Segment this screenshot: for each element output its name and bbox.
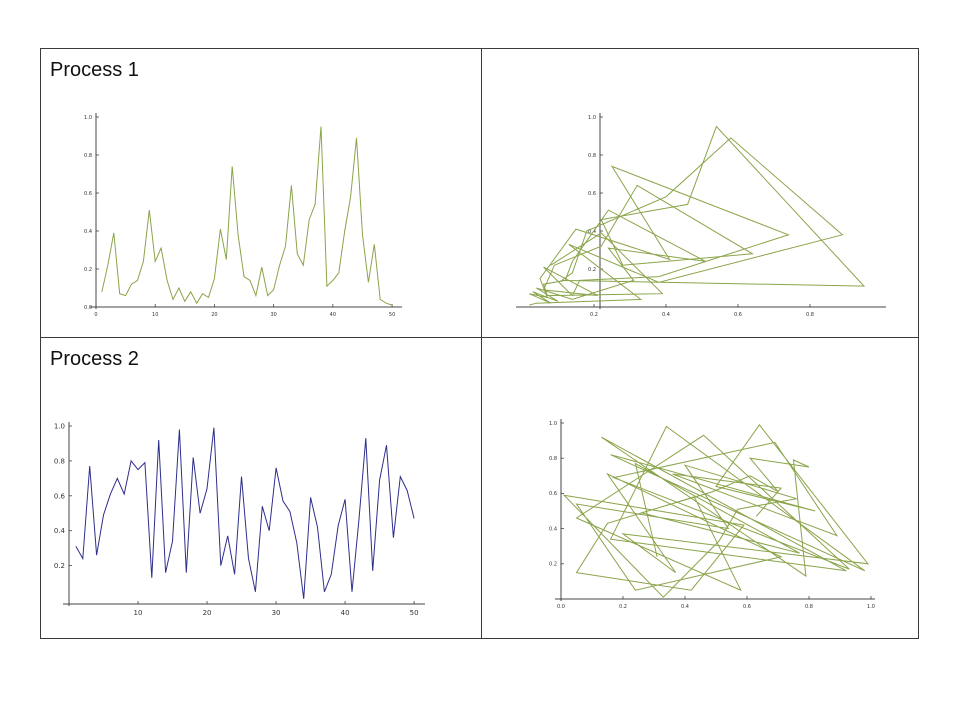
x-tick-label: 40 bbox=[330, 312, 336, 318]
process-2-phase-chart: 0.0 0.2 0.4 0.6 0.8 1.0 0.2 0.4 0.6 0.8 1.0 bbox=[549, 419, 875, 610]
x-tick-label: 0.0 bbox=[557, 604, 565, 610]
x-tick-label: 20 bbox=[203, 609, 212, 617]
y-tick-label: 1.0 bbox=[84, 115, 92, 121]
panel-label: Process 2 bbox=[50, 348, 139, 370]
x-tick-label: 50 bbox=[389, 312, 395, 318]
y-tick-label: 0.4 bbox=[54, 527, 66, 535]
panel-process-1-phase-plot: 0.2 0.4 0.6 0.8 0.2 0.4 0.6 0.8 1.0 bbox=[481, 48, 919, 338]
y-tick-label: 1.0 bbox=[54, 422, 65, 430]
x-tick-label: 10 bbox=[134, 609, 143, 617]
x-tick-label: 0.6 bbox=[734, 312, 742, 318]
figure-grid: Process 1 0 10 20 30 40 50 0.0 0.2 0.4 0.6 0.8 1.0 … bbox=[40, 48, 919, 639]
y-tick-label: 1.0 bbox=[549, 421, 557, 427]
x-tick-label: 20 bbox=[211, 312, 217, 318]
x-tick-label: 1.0 bbox=[867, 604, 875, 610]
y-tick-label: 0.6 bbox=[549, 491, 557, 497]
panel-process-2-phase-plot: 0.0 0.2 0.4 0.6 0.8 1.0 0.2 0.4 0.6 0.8 1.0 bbox=[481, 337, 919, 639]
y-tick-label: 0.2 bbox=[84, 267, 92, 273]
x-tick-label: 50 bbox=[410, 609, 419, 617]
x-tick-label: 0 bbox=[94, 312, 97, 318]
y-tick-label: 0.6 bbox=[84, 191, 92, 197]
y-tick-label: 0.4 bbox=[549, 526, 557, 532]
y-tick-label: 0.2 bbox=[588, 267, 596, 273]
y-tick-label: 0.8 bbox=[588, 153, 596, 159]
y-tick-label: 0.8 bbox=[84, 153, 92, 159]
y-tick-label: 0.6 bbox=[54, 492, 66, 500]
x-tick-label: 40 bbox=[341, 609, 350, 617]
x-tick-label: 30 bbox=[272, 609, 281, 617]
y-tick-label: 0.4 bbox=[588, 229, 596, 235]
x-tick-label: 0.8 bbox=[806, 312, 814, 318]
x-tick-label: 30 bbox=[270, 312, 276, 318]
y-tick-label: 0.8 bbox=[54, 457, 65, 465]
process-1-line-chart: 0 10 20 30 40 50 0.0 0.2 0.4 0.6 0.8 1.0 bbox=[84, 113, 402, 318]
series-line bbox=[75, 427, 415, 599]
x-tick-label: 0.8 bbox=[805, 604, 813, 610]
x-tick-label: 0.4 bbox=[681, 604, 689, 610]
process-1-phase-chart: 0.2 0.4 0.6 0.8 0.2 0.4 0.6 0.8 1.0 bbox=[516, 113, 886, 318]
x-tick-label: 0.2 bbox=[619, 604, 627, 610]
y-tick-label: 0.4 bbox=[84, 229, 92, 235]
x-tick-label: 0.4 bbox=[662, 312, 670, 318]
y-tick-label: 0.2 bbox=[549, 562, 557, 568]
panel-process-2-timeseries: Process 2 10 20 30 40 50 0.2 0.4 0.6 0.8 1.0 bbox=[40, 337, 482, 639]
y-tick-label: 0.8 bbox=[549, 456, 557, 462]
panel-process-1-timeseries: Process 1 0 10 20 30 40 50 0.0 0.2 0.4 0.6 0.8 1.0 bbox=[40, 48, 482, 338]
x-tick-label: 0.2 bbox=[590, 312, 598, 318]
series-line bbox=[528, 125, 866, 306]
x-tick-label: 0.6 bbox=[743, 604, 751, 610]
series-line bbox=[101, 126, 393, 306]
y-tick-label: 0.2 bbox=[54, 562, 65, 570]
y-tick-label: 1.0 bbox=[588, 115, 596, 121]
x-tick-label: 10 bbox=[152, 312, 158, 318]
process-2-line-chart: 10 20 30 40 50 0.2 0.4 0.6 0.8 1.0 bbox=[54, 422, 425, 617]
series-line bbox=[562, 423, 870, 598]
y-tick-label: 0.0 bbox=[84, 305, 92, 311]
panel-label: Process 1 bbox=[50, 59, 139, 81]
y-tick-label: 0.6 bbox=[588, 191, 596, 197]
